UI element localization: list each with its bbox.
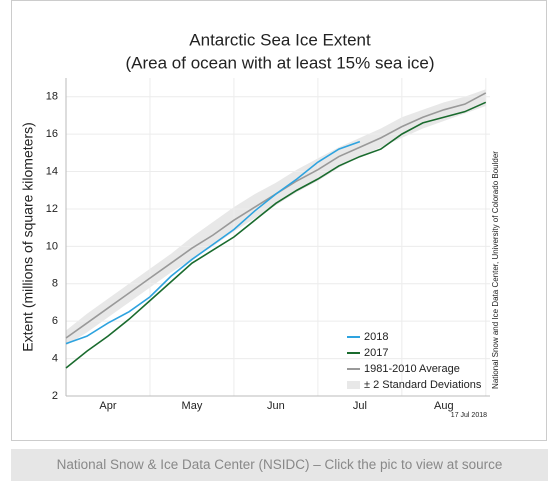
x-tick-label: Aug: [434, 400, 454, 412]
y-tick-label: 10: [46, 240, 58, 252]
x-tick-label: Jun: [267, 400, 285, 412]
y-tick-label: 18: [46, 91, 58, 103]
std-band: [66, 89, 486, 346]
legend-label: ± 2 Standard Deviations: [364, 379, 482, 391]
chart-subtitle: (Area of ocean with at least 15% sea ice…: [126, 53, 435, 72]
y-tick-label: 14: [46, 165, 58, 177]
legend-label: 1981-2010 Average: [364, 363, 460, 375]
y-axis-label: Extent (millions of square kilometers): [20, 122, 36, 352]
y-tick-label: 8: [52, 278, 58, 290]
chart-title: Antarctic Sea Ice Extent: [189, 30, 371, 49]
y-tick-label: 16: [46, 128, 58, 140]
caption-link[interactable]: National Snow & Ice Data Center (NSIDC) …: [11, 449, 548, 481]
x-tick-label: Apr: [99, 400, 116, 412]
image-frame[interactable]: [11, 0, 547, 441]
y-tick-label: 2: [52, 390, 58, 402]
x-tick-label: Jul: [353, 400, 367, 412]
series-line: [65, 140, 361, 345]
y-tick-label: 12: [46, 203, 58, 215]
legend-swatch: [347, 381, 360, 389]
y-tick-label: 6: [52, 315, 58, 327]
legend-label: 2018: [364, 331, 388, 343]
legend-label: 2017: [364, 347, 388, 359]
y-tick-label: 4: [52, 352, 58, 364]
credit: National Snow and Ice Data Center, Unive…: [491, 151, 500, 389]
x-tick-label: May: [182, 400, 203, 412]
chart: Antarctic Sea Ice Extent (Area of ocean …: [20, 30, 500, 419]
date-annotation: 17 Jul 2018: [451, 412, 487, 419]
series-line: [65, 101, 487, 369]
